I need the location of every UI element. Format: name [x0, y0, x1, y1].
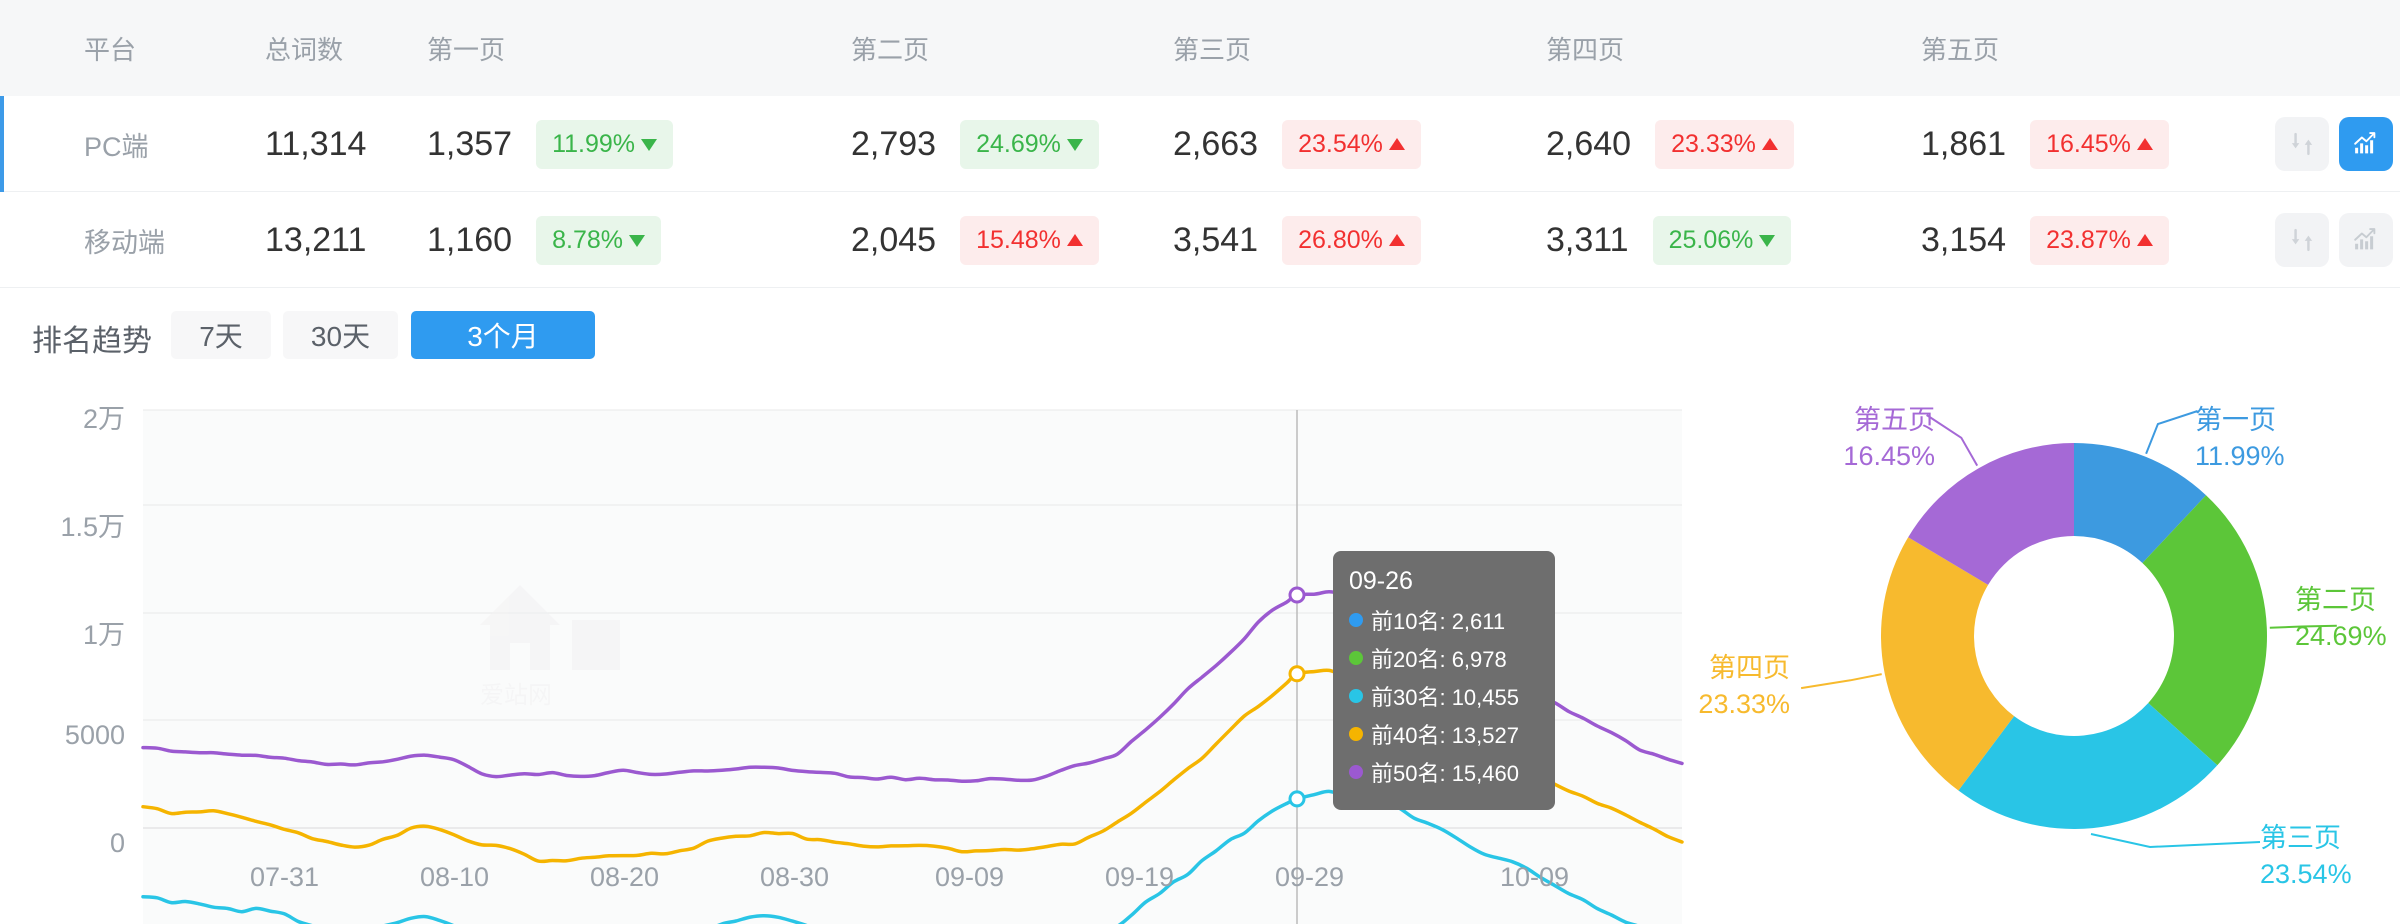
svg-text:爱站网: 爱站网 — [480, 682, 552, 709]
